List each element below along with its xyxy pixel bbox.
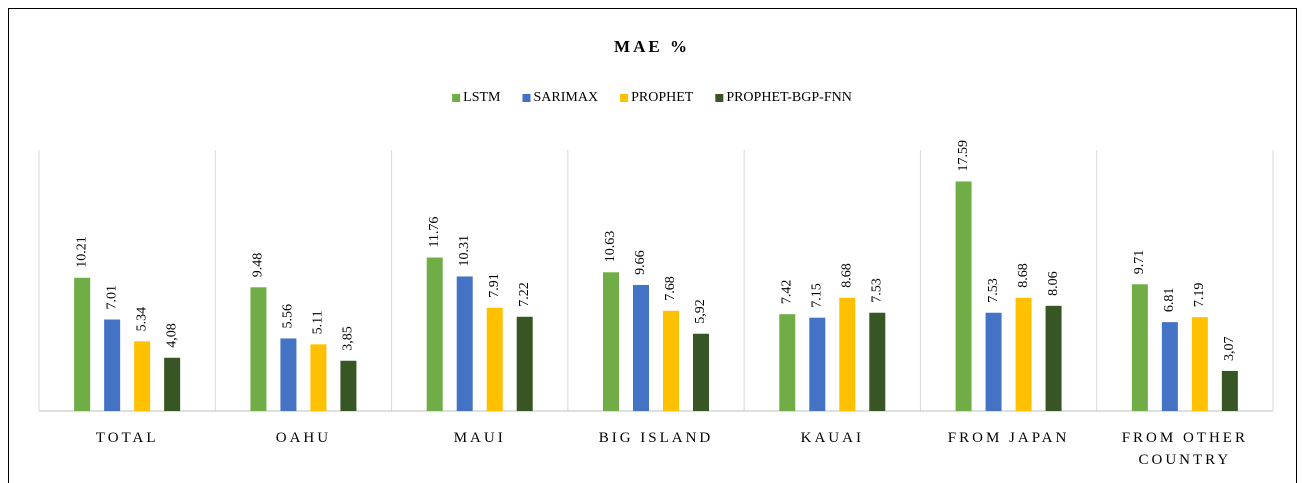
- data-label: 11.76: [427, 217, 442, 248]
- bar: [985, 312, 1002, 411]
- bar: [74, 277, 91, 411]
- bar: [340, 360, 357, 411]
- bar: [250, 287, 267, 411]
- data-label: 10.31: [457, 235, 472, 267]
- data-label: 7.22: [517, 282, 532, 307]
- data-label: 8.06: [1046, 271, 1061, 296]
- bar: [663, 310, 679, 411]
- x-tick-label: MAUI: [453, 430, 506, 446]
- x-tick-label: OAHU: [275, 430, 332, 446]
- x-tick-label: KAUAI: [800, 430, 864, 446]
- data-label: 10.63: [603, 231, 618, 263]
- bar: [164, 357, 181, 411]
- data-label: 7.15: [810, 283, 825, 308]
- data-label: 5,92: [693, 299, 708, 324]
- data-label: 7.42: [780, 280, 795, 305]
- legend-swatch: [620, 94, 629, 102]
- data-label: 9.66: [633, 250, 648, 275]
- x-tick-label: FROM JAPAN: [947, 430, 1070, 446]
- bar: [456, 276, 473, 411]
- chart-border: [8, 8, 1297, 483]
- bar: [104, 319, 121, 411]
- legend-label: PROPHET: [631, 90, 694, 105]
- bar: [426, 257, 443, 411]
- legend-swatch: [452, 94, 461, 102]
- data-label: 7.91: [487, 273, 502, 298]
- bar: [280, 338, 297, 411]
- data-label: 7.19: [1192, 283, 1207, 308]
- bar: [486, 307, 503, 411]
- bar: [1131, 284, 1148, 411]
- legend-label: PROPHET-BGP-FNN: [726, 90, 852, 105]
- bar: [310, 344, 327, 411]
- bar: [779, 314, 796, 411]
- data-label: 10.21: [74, 236, 89, 268]
- legend-label: SARIMAX: [534, 90, 599, 105]
- chart-title: MAE %: [614, 37, 690, 56]
- data-label: 4,08: [164, 323, 179, 348]
- x-tick-label: BIG ISLAND: [598, 430, 714, 446]
- x-tick-label: FROM OTHER COUNTRY: [1121, 430, 1248, 468]
- data-label: 7.53: [986, 278, 1001, 303]
- data-label: 8.68: [1016, 263, 1031, 288]
- data-label: 9.48: [251, 253, 266, 278]
- bar: [516, 316, 533, 411]
- data-label: 7.68: [663, 276, 678, 301]
- data-label: 8.68: [840, 263, 855, 288]
- data-label: 5.56: [281, 304, 296, 329]
- x-tick-label: TOTAL: [95, 430, 159, 446]
- data-label: 9.71: [1132, 250, 1147, 275]
- bar: [869, 312, 886, 411]
- data-label: 7.01: [104, 285, 119, 310]
- data-label: 5.34: [134, 307, 149, 332]
- data-label: 3,85: [341, 326, 356, 351]
- data-label: 7.53: [870, 278, 885, 303]
- bar: [1015, 297, 1032, 411]
- bar: [134, 341, 151, 411]
- bar: [839, 297, 856, 411]
- bar: [603, 272, 619, 411]
- bar: [809, 317, 826, 411]
- bar: [955, 181, 972, 411]
- legend-swatch: [715, 94, 724, 102]
- legend-swatch: [522, 94, 531, 102]
- legend-label: LSTM: [463, 90, 501, 105]
- bar: [1161, 322, 1178, 411]
- data-label: 3,07: [1222, 336, 1237, 361]
- bar: [1045, 305, 1062, 411]
- data-label: 17.59: [956, 140, 971, 172]
- bar: [1221, 370, 1238, 411]
- data-label: 6.81: [1162, 288, 1177, 313]
- bar: [633, 284, 649, 411]
- data-label: 5.11: [311, 310, 326, 334]
- bar: [693, 333, 709, 411]
- bar: [1191, 317, 1208, 411]
